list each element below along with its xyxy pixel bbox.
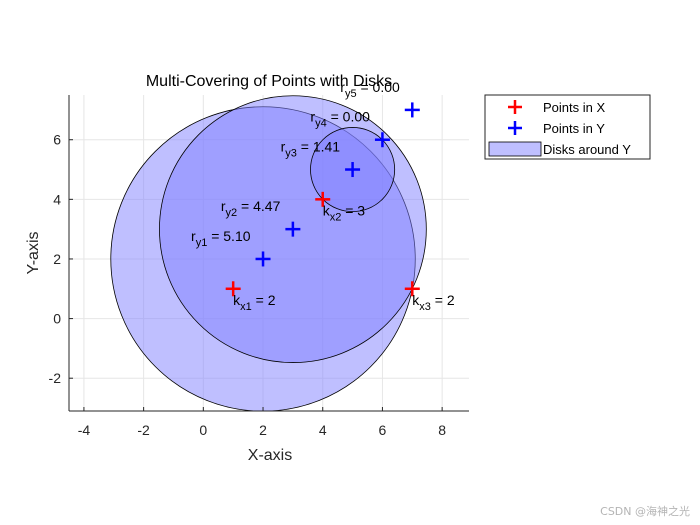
tick-labels: -4 -2 0 2 4 6 8 -2 0 2 4 6 [49, 132, 447, 438]
x-point-label: kx3 = 2 [412, 292, 455, 313]
legend-label: Points in Y [543, 121, 605, 136]
x-tick-label: 6 [379, 422, 387, 438]
x-point-label: kx1 = 2 [233, 292, 276, 313]
legend-swatch-disk [488, 141, 542, 157]
legend-label: Disks around Y [543, 142, 631, 157]
point-y-marker [345, 162, 361, 178]
x-tick-label: -2 [137, 422, 150, 438]
y-point-label: ry4 = 0.00 [310, 109, 370, 130]
legend-marker-y [508, 121, 522, 135]
y-point-label: ry5 = 0.00 [340, 79, 400, 100]
y-tick-label: 6 [53, 132, 61, 148]
x-tick-label: 2 [259, 422, 267, 438]
y-tick-label: 0 [53, 311, 61, 327]
x-axis-label: X-axis [248, 447, 292, 464]
point-y-marker [404, 102, 420, 118]
point-x-marker [315, 191, 331, 207]
point-y-marker [255, 251, 271, 267]
legend-label: Points in X [543, 100, 605, 115]
x-tick-label: -4 [78, 422, 91, 438]
chart-title: Multi-Covering of Points with Disks [146, 73, 392, 90]
y-tick-label: -2 [49, 370, 62, 386]
point-x-marker [404, 281, 420, 297]
point-y-marker [285, 221, 301, 237]
x-tick-label: 8 [438, 422, 446, 438]
y-point-label: ry3 = 1.41 [281, 139, 341, 160]
points-layer [225, 102, 420, 297]
y-tick-label: 4 [53, 191, 61, 207]
legend: Points in X Points in Y Disks around Y [484, 94, 651, 160]
x-point-label: kx2 = 3 [323, 202, 366, 223]
y-point-label: ry2 = 4.47 [221, 198, 281, 219]
x-tick-label: 4 [319, 422, 327, 438]
legend-marker-x [508, 100, 522, 114]
y-tick-label: 2 [53, 251, 61, 267]
y-axis-label: Y-axis [25, 232, 42, 275]
axes [68, 95, 469, 412]
point-x-marker [225, 281, 241, 297]
annotations-layer: kx1 = 2 kx2 = 3 kx3 = 2 ry1 = 5.10 ry2 = 4.4… [191, 79, 455, 313]
y-point-label: ry1 = 5.10 [191, 228, 251, 249]
watermark-text: CSDN @海神之光 [600, 505, 690, 518]
point-y-marker [374, 132, 390, 148]
x-tick-label: 0 [199, 422, 207, 438]
